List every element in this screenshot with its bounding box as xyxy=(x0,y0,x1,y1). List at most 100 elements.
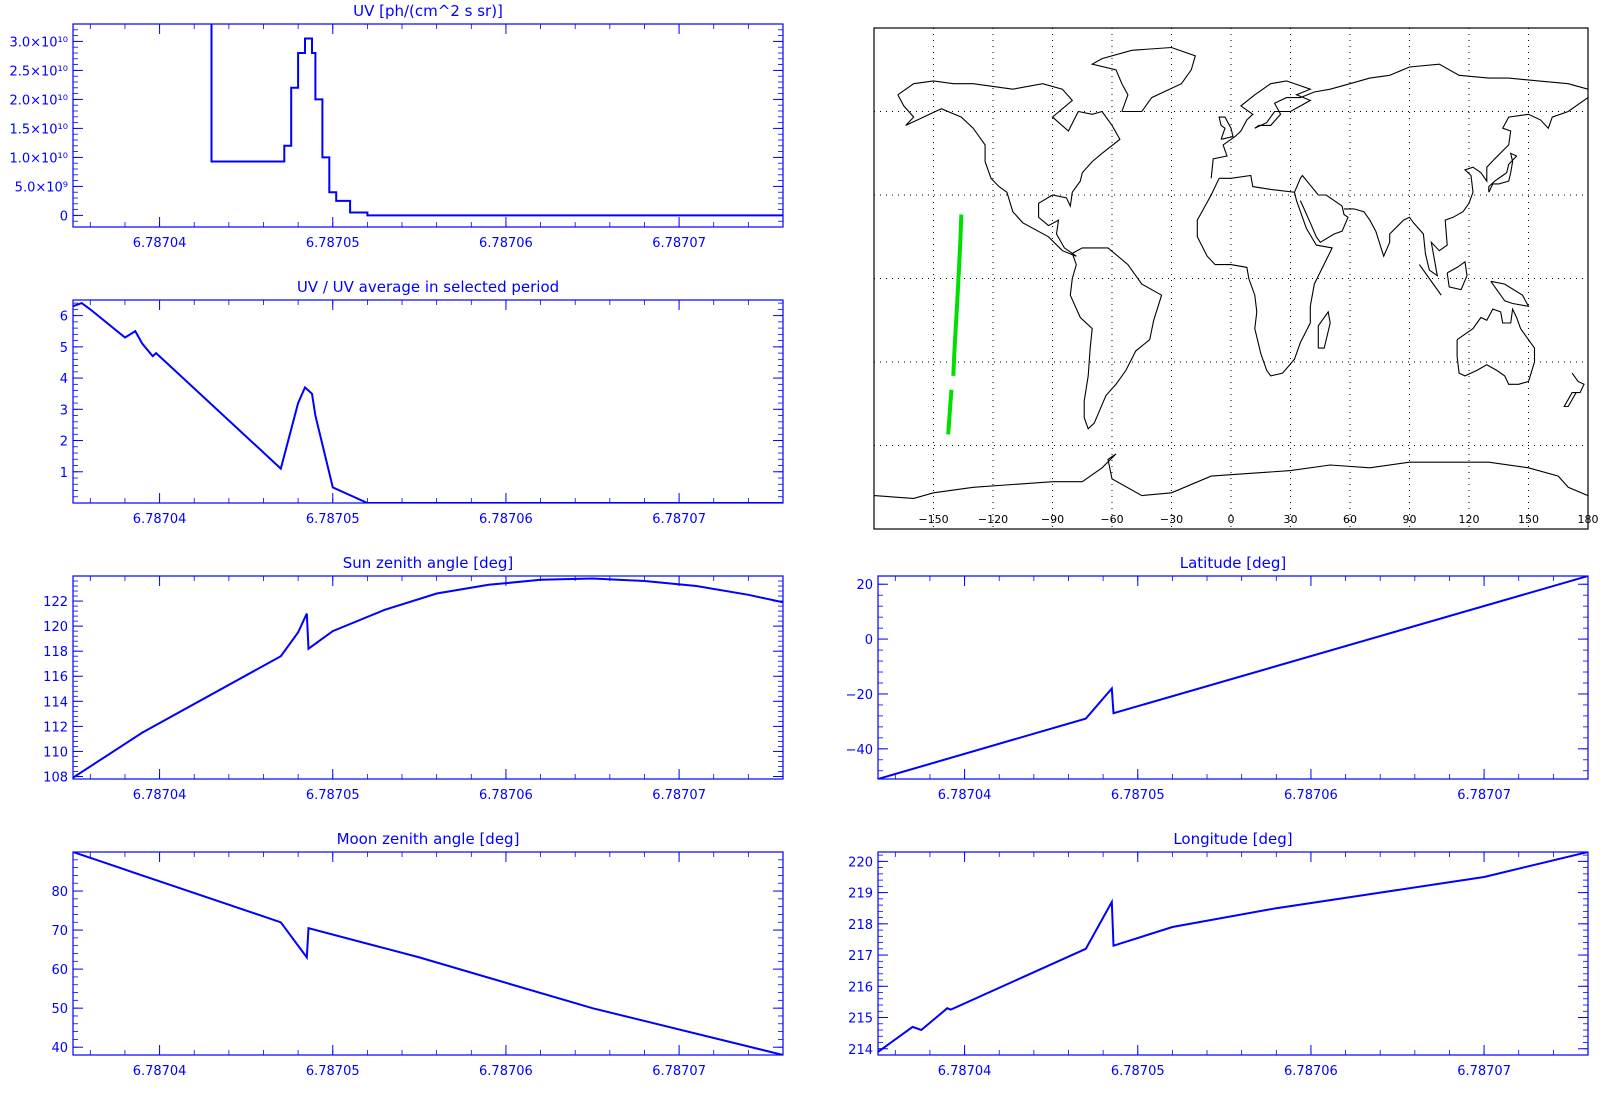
y-tick-label: 0 xyxy=(865,633,873,648)
coastline xyxy=(1490,280,1530,308)
x-tick-label: 6.78704 xyxy=(938,788,992,803)
chart-title: Latitude [deg] xyxy=(1180,554,1286,572)
y-tick-label: 219 xyxy=(848,887,873,902)
y-tick-label: 1 xyxy=(60,466,68,481)
coastline xyxy=(1418,264,1442,296)
y-tick-label: 122 xyxy=(43,595,68,610)
y-tick-label: −40 xyxy=(846,743,873,758)
map-x-tick-label: 180 xyxy=(1578,513,1599,526)
x-tick-label: 6.78707 xyxy=(652,236,706,251)
coastline xyxy=(873,453,1589,499)
x-tick-label: 6.78704 xyxy=(133,236,187,251)
x-tick-label: 6.78706 xyxy=(1284,788,1338,803)
plot-frame xyxy=(72,23,784,228)
x-tick-label: 6.78706 xyxy=(479,512,533,527)
map-x-tick-label: −90 xyxy=(1041,513,1064,526)
x-tick-label: 6.78707 xyxy=(1457,1064,1511,1079)
coastline xyxy=(1446,260,1468,291)
x-tick-label: 6.78706 xyxy=(479,788,533,803)
map-x-tick-label: 90 xyxy=(1403,513,1417,526)
chart-title: Longitude [deg] xyxy=(1173,830,1292,848)
y-tick-label: 120 xyxy=(43,620,68,635)
x-tick-label: 6.78707 xyxy=(652,788,706,803)
map-x-tick-label: 120 xyxy=(1459,513,1480,526)
y-tick-label: 5 xyxy=(60,341,68,356)
chart-sun_zenith: Sun zenith angle [deg] 6.78704 6.78705 6.78… xyxy=(43,554,784,803)
coastline xyxy=(1456,307,1536,385)
chart-title: UV [ph/(cm^2 s sr)] xyxy=(353,2,503,20)
y-tick-label: 80 xyxy=(51,885,68,900)
plot-frame xyxy=(877,575,1589,780)
y-tick-label: 40 xyxy=(51,1041,68,1056)
series-line xyxy=(878,852,1588,1053)
y-tick-label: 110 xyxy=(43,745,68,760)
x-tick-label: 6.78707 xyxy=(1457,788,1511,803)
plot-frame xyxy=(72,575,784,780)
x-tick-label: 6.78704 xyxy=(133,788,187,803)
coastline xyxy=(1293,174,1349,244)
x-tick-label: 6.78706 xyxy=(1284,1064,1338,1079)
chart-moon_zenith: Moon zenith angle [deg] 6.78704 6.78705 6.7… xyxy=(51,830,784,1079)
coastline xyxy=(1563,372,1585,408)
x-tick-label: 6.78706 xyxy=(479,236,533,251)
y-tick-label: 60 xyxy=(51,963,68,978)
y-tick-label: 5.0×10⁹ xyxy=(15,180,68,195)
coastline xyxy=(1090,46,1196,113)
series-line xyxy=(73,577,783,779)
map-x-tick-label: 30 xyxy=(1284,513,1298,526)
y-tick-label: 3 xyxy=(60,403,68,418)
coastline xyxy=(1344,97,1589,277)
y-tick-label: 220 xyxy=(848,855,873,870)
map-x-tick-label: 150 xyxy=(1518,513,1539,526)
chart-latitude: Latitude [deg] 6.78704 6.78705 6.78706 6.787… xyxy=(846,554,1589,803)
coastline xyxy=(1069,247,1163,430)
y-tick-label: 2 xyxy=(60,435,68,450)
map-x-tick-label: −30 xyxy=(1160,513,1183,526)
map-panel: −150 −120 −90 −60 −30 0 30 60 90 120 150 180 xyxy=(873,27,1599,530)
y-tick-label: 1.0×10¹⁰ xyxy=(9,151,68,166)
chart-title: Sun zenith angle [deg] xyxy=(343,554,514,572)
y-tick-label: 216 xyxy=(848,980,873,995)
y-tick-label: 3.0×10¹⁰ xyxy=(9,35,68,50)
x-tick-label: 6.78707 xyxy=(652,512,706,527)
map-x-tick-label: −60 xyxy=(1100,513,1123,526)
y-tick-label: 217 xyxy=(848,949,873,964)
plot-frame xyxy=(72,851,784,1056)
y-tick-label: 114 xyxy=(43,695,68,710)
y-tick-label: 70 xyxy=(51,924,68,939)
y-tick-label: 2.0×10¹⁰ xyxy=(9,93,68,108)
x-tick-label: 6.78705 xyxy=(306,512,360,527)
chart-longitude: Longitude [deg] 6.78704 6.78705 6.78706 6.78… xyxy=(848,830,1589,1079)
x-tick-label: 6.78706 xyxy=(479,1064,533,1079)
satellite-track xyxy=(951,214,964,376)
coastline xyxy=(1218,116,1234,140)
y-tick-label: 2.5×10¹⁰ xyxy=(9,64,68,79)
plot-frame xyxy=(877,851,1589,1056)
satellite-track xyxy=(946,389,954,435)
x-tick-label: 6.78705 xyxy=(1111,788,1165,803)
chart-uv: UV [ph/(cm^2 s sr)] 6.78704 6.78705 6.78706… xyxy=(9,2,784,251)
y-tick-label: 116 xyxy=(43,670,68,685)
y-tick-label: 112 xyxy=(43,720,68,735)
y-tick-label: 118 xyxy=(43,645,68,660)
y-tick-label: 4 xyxy=(60,372,68,387)
x-tick-label: 6.78704 xyxy=(938,1064,992,1079)
plot-frame xyxy=(72,299,784,504)
y-tick-label: 0 xyxy=(60,209,68,224)
x-tick-label: 6.78705 xyxy=(306,236,360,251)
map-x-tick-label: 0 xyxy=(1228,513,1235,526)
y-tick-label: 50 xyxy=(51,1002,68,1017)
x-tick-label: 6.78704 xyxy=(133,1064,187,1079)
chart-title: UV / UV average in selected period xyxy=(297,278,559,296)
coastline xyxy=(1488,152,1518,193)
x-tick-label: 6.78705 xyxy=(1111,1064,1165,1079)
x-tick-label: 6.78707 xyxy=(652,1064,706,1079)
map-x-tick-label: −150 xyxy=(918,513,948,526)
series-line xyxy=(73,301,783,503)
chart-uv_ratio: UV / UV average in selected period 6.7870… xyxy=(60,278,784,527)
y-tick-label: 215 xyxy=(848,1012,873,1027)
chart-title: Moon zenith angle [deg] xyxy=(337,830,520,848)
map-x-tick-label: 60 xyxy=(1343,513,1357,526)
